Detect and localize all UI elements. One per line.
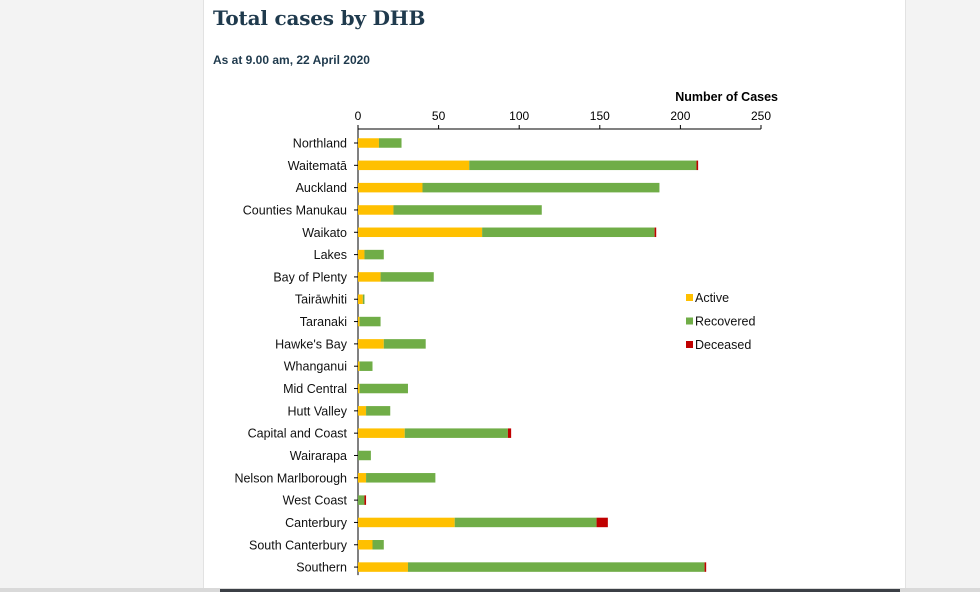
legend-swatch-deceased xyxy=(686,341,693,348)
bar-recovered-16 xyxy=(358,495,365,505)
category-label-6: Bay of Plenty xyxy=(273,270,347,284)
bar-recovered-19 xyxy=(407,562,705,572)
bar-recovered-11 xyxy=(359,383,408,394)
bar-deceased-4 xyxy=(654,227,657,238)
x-tick-label-200: 200 xyxy=(670,109,690,123)
bar-recovered-1 xyxy=(469,160,697,171)
bar-active-6 xyxy=(358,272,381,282)
x-tick-label-50: 50 xyxy=(432,109,446,123)
legend-swatch-active xyxy=(686,294,693,301)
bar-deceased-19 xyxy=(704,562,707,572)
category-label-10: Whanganui xyxy=(284,360,347,374)
category-label-8: Taranaki xyxy=(300,315,347,329)
bar-active-1 xyxy=(358,160,470,171)
bar-active-8 xyxy=(358,316,360,327)
bar-recovered-4 xyxy=(482,227,655,238)
bar-recovered-7 xyxy=(362,294,365,304)
category-label-7: Tairāwhiti xyxy=(295,293,347,307)
bar-recovered-0 xyxy=(378,138,402,148)
category-label-17: Canterbury xyxy=(285,516,348,530)
bar-deceased-16 xyxy=(364,495,367,505)
bar-recovered-3 xyxy=(393,205,542,215)
category-label-5: Lakes xyxy=(314,248,347,262)
x-tick-label-250: 250 xyxy=(751,109,771,123)
category-label-4: Waikato xyxy=(302,226,347,240)
category-label-19: Southern xyxy=(296,561,347,575)
bar-recovered-6 xyxy=(380,272,434,282)
bar-active-0 xyxy=(358,138,379,148)
bottom-scrollbar-thumb[interactable] xyxy=(220,589,900,592)
bar-active-18 xyxy=(358,540,373,550)
bar-active-12 xyxy=(358,406,367,416)
category-label-14: Wairarapa xyxy=(290,449,347,463)
bar-deceased-13 xyxy=(507,428,512,438)
category-label-2: Auckland xyxy=(296,181,347,195)
category-label-16: West Coast xyxy=(283,494,348,508)
legend-swatch-recovered xyxy=(686,317,693,325)
category-label-12: Hutt Valley xyxy=(287,404,347,418)
category-label-11: Mid Central xyxy=(283,382,347,396)
bar-recovered-9 xyxy=(383,339,426,349)
bar-recovered-18 xyxy=(372,540,384,550)
legend-label-recovered: Recovered xyxy=(695,315,755,329)
category-label-1: Waitematā xyxy=(288,159,347,173)
bar-active-5 xyxy=(358,249,365,260)
page-subtitle: As at 9.00 am, 22 April 2020 xyxy=(213,53,370,67)
page-title: Total cases by DHB xyxy=(213,6,426,30)
bar-recovered-5 xyxy=(364,249,384,260)
category-label-15: Nelson Marlborough xyxy=(234,471,347,485)
bar-active-7 xyxy=(358,294,363,304)
category-label-18: South Canterbury xyxy=(249,538,348,552)
bar-recovered-13 xyxy=(404,428,508,438)
x-axis-title: Number of Cases xyxy=(675,90,778,104)
legend-label-active: Active xyxy=(695,291,729,305)
x-tick-label-0: 0 xyxy=(355,109,362,123)
bar-active-15 xyxy=(358,473,367,483)
bar-recovered-17 xyxy=(454,517,597,528)
bar-recovered-15 xyxy=(366,473,436,483)
bar-active-11 xyxy=(358,383,360,394)
bar-recovered-12 xyxy=(366,406,391,416)
legend-label-deceased: Deceased xyxy=(695,338,751,352)
bar-recovered-8 xyxy=(359,316,381,327)
category-label-3: Counties Manukau xyxy=(243,203,347,217)
bar-recovered-10 xyxy=(359,361,373,371)
x-tick-label-100: 100 xyxy=(509,109,529,123)
bar-active-4 xyxy=(358,227,483,238)
bar-active-9 xyxy=(358,339,384,349)
chart-panel xyxy=(203,0,906,588)
category-label-13: Capital and Coast xyxy=(248,427,348,441)
bar-deceased-17 xyxy=(596,517,608,528)
bar-active-10 xyxy=(358,361,360,371)
bar-active-19 xyxy=(358,562,408,572)
category-label-0: Northland xyxy=(293,137,347,151)
category-label-9: Hawke's Bay xyxy=(275,337,348,351)
bar-active-2 xyxy=(358,182,423,193)
bar-recovered-14 xyxy=(358,450,371,461)
x-tick-label-150: 150 xyxy=(590,109,610,123)
bar-deceased-1 xyxy=(696,160,699,171)
bar-active-3 xyxy=(358,205,394,215)
bar-recovered-2 xyxy=(422,182,660,193)
bar-active-17 xyxy=(358,517,455,528)
bar-active-13 xyxy=(358,428,405,438)
